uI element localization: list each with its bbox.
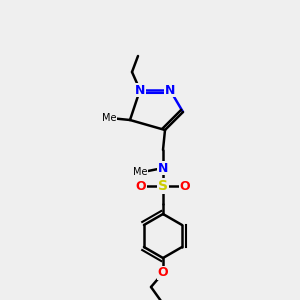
Text: O: O bbox=[158, 266, 168, 280]
Text: Me: Me bbox=[102, 113, 116, 123]
Text: O: O bbox=[180, 179, 190, 193]
Text: O: O bbox=[136, 179, 146, 193]
Text: Me: Me bbox=[133, 167, 147, 177]
Text: N: N bbox=[165, 83, 175, 97]
Text: N: N bbox=[135, 83, 145, 97]
Text: S: S bbox=[158, 179, 168, 193]
Text: N: N bbox=[158, 161, 168, 175]
